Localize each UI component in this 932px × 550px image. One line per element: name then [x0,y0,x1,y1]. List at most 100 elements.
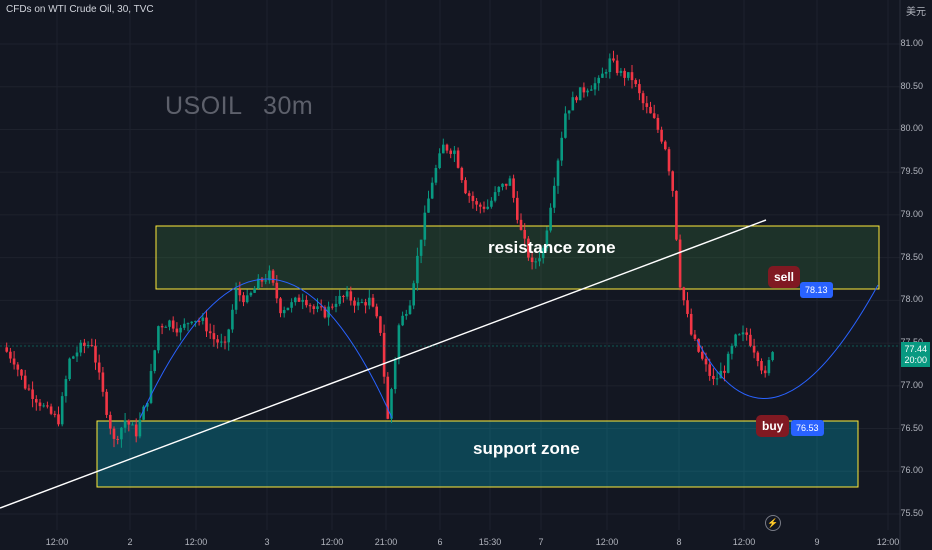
candle-body [445,144,449,151]
candle-body [168,320,171,327]
candle-body [771,352,774,361]
candle-body [190,321,193,324]
candle-body [745,332,748,335]
time-tick: 6 [437,537,443,547]
time-tick: 3 [264,537,270,547]
candle-body [604,72,608,74]
candle-body [342,295,345,297]
sell-tag: sell [768,266,801,288]
candle-body [390,389,393,419]
candle-body [75,352,79,357]
candle-body [686,300,689,314]
candle-body [571,97,575,111]
candle-body [253,288,256,293]
support-zone[interactable] [96,420,859,488]
candle-body [560,137,563,161]
candle-body [767,360,771,374]
trend-line [0,219,767,509]
candle-body [556,160,560,186]
candle-body [708,364,711,376]
candle-body [493,192,497,201]
candle-body [453,150,456,154]
candle-body [353,300,356,306]
candle-body [257,278,260,289]
candle-body [301,299,304,302]
candle-body [134,424,138,437]
candle-body [730,345,734,354]
candle-body [434,167,438,183]
candle-body [171,320,175,329]
candle-body [479,204,482,207]
candle-body [516,197,519,220]
candle-body [238,289,242,296]
candle-body [615,60,619,73]
arc-curve-right [696,284,879,399]
candle-body [86,345,90,347]
candle-body [408,305,412,315]
candle-body [656,117,660,130]
price-tick: 76.00 [900,465,923,476]
candle-body [308,305,312,307]
support-zone-label: support zone [473,439,580,458]
candle-body [72,356,75,359]
candle-body [693,334,697,339]
candle-body [741,332,745,335]
candle-body [94,345,97,363]
price-tick: 79.50 [900,166,923,177]
buy-tag: buy [756,415,790,437]
candle-body [549,207,552,231]
candle-body [164,326,168,328]
time-tick: 12:00 [45,537,69,547]
candle-body [79,342,82,353]
candle-body [501,183,504,187]
candle-body [649,106,652,114]
last-price-time: 20:00 [901,353,930,367]
candle-body [83,342,86,346]
candle-body [590,89,593,91]
candle-body [212,333,216,340]
candle-body [264,280,267,282]
candle-body [338,295,341,304]
candle-body [35,398,38,403]
candle-body [220,341,223,343]
candle-body [20,369,23,376]
lightning-icon[interactable]: ⚡ [765,515,781,531]
candle-body [375,306,378,317]
candle-body [364,302,367,306]
candle-body [675,190,678,240]
candle-body [131,424,134,426]
candle-body [575,97,578,101]
candle-body [127,420,131,425]
candle-body [282,310,286,314]
candle-body [486,206,489,209]
candle-body [323,307,327,318]
candle-body [275,282,279,299]
candle-body [205,317,208,332]
candle-body [268,270,271,281]
candle-body [260,278,264,282]
time-tick: 12:00 [595,537,619,547]
candle-body [490,200,493,207]
candle-body [593,83,597,90]
candle-body [249,292,253,296]
candle-body [112,428,116,439]
candle-body [175,328,179,333]
candle-body [38,402,42,407]
price-tick: 76.50 [900,422,923,433]
candle-body [530,257,534,263]
time-tick: 15:30 [478,537,502,547]
candle-body [146,402,149,407]
candle-body [597,77,600,84]
candle-body [689,313,693,335]
time-tick: 21:00 [374,537,398,547]
candle-body [756,352,760,362]
candle-body [401,315,404,326]
candle-body [512,178,515,198]
price-tick: 79.00 [900,208,923,219]
candle-body [475,201,478,205]
candle-body [101,372,105,392]
candle-body [497,186,501,193]
price-tick: 81.00 [900,38,923,48]
candle-body [286,307,290,311]
